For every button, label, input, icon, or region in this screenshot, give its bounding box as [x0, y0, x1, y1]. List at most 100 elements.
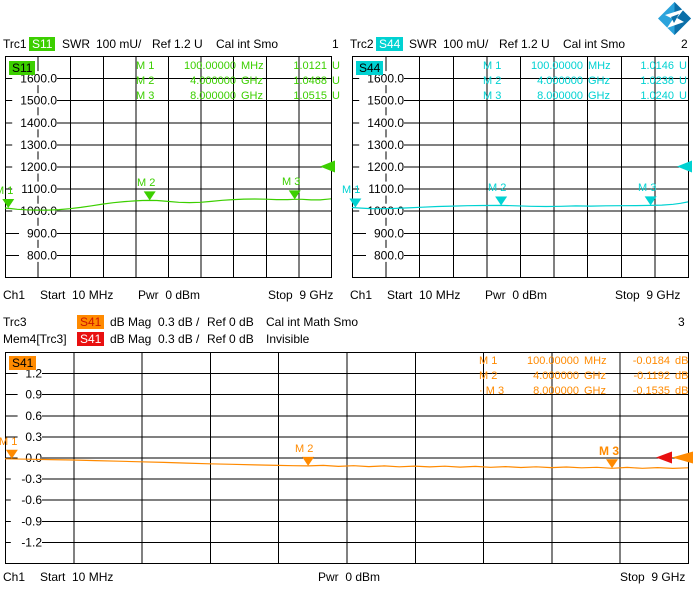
- marker-triangle[interactable]: [302, 456, 315, 466]
- marker-frequency: 4.000000: [537, 75, 583, 87]
- start-frequency[interactable]: Start 10 MHz: [40, 288, 114, 302]
- y-axis-tick-label: 1400.0: [367, 116, 404, 130]
- grid1-trace-badge: S11: [9, 61, 36, 75]
- power-level[interactable]: Pwr 0 dBm: [485, 288, 548, 302]
- trace3-ref-level[interactable]: Ref 0 dB: [207, 315, 254, 329]
- start-frequency[interactable]: Start 10 MHz: [40, 570, 114, 584]
- trace1-marker-readout: M 1 100.00000 MHz 1.0121 U M 2 4.000000 GHz 1.0…: [136, 59, 352, 104]
- marker-frequency: 100.00000: [184, 60, 236, 72]
- ref-level-arrow-trc2[interactable]: [677, 160, 692, 173]
- channel-label[interactable]: Ch1: [350, 288, 373, 302]
- marker-name: M 1: [483, 60, 502, 72]
- marker-label: M 2: [295, 443, 314, 455]
- trace2-ref-level[interactable]: Ref 1.2 U: [499, 37, 550, 51]
- start-frequency[interactable]: Start 10 MHz: [387, 288, 461, 302]
- mem4-scale[interactable]: 0.3 dB /: [158, 332, 200, 346]
- marker-value-unit: dB: [675, 355, 689, 367]
- trace1-meas-badge[interactable]: S11: [29, 37, 56, 52]
- marker-value: -0.1535: [632, 385, 670, 397]
- stop-frequency[interactable]: Stop 9 GHz: [615, 288, 681, 302]
- y-axis-tick-label: -0.6: [21, 493, 42, 507]
- marker-value: 1.0238: [640, 75, 674, 87]
- ref-level-arrow-trc3[interactable]: [672, 451, 693, 464]
- trace3-label[interactable]: Trc3: [3, 315, 27, 329]
- marker-freq-unit: GHz: [584, 370, 606, 382]
- marker-label: M 2: [137, 177, 156, 189]
- channel-label[interactable]: Ch1: [3, 288, 26, 302]
- y-axis-tick-label: 0.6: [25, 409, 42, 423]
- marker-label: M 3: [638, 182, 657, 194]
- marker-value: 1.0515: [293, 90, 327, 102]
- y-axis-tick-label: 1400.0: [20, 116, 57, 130]
- marker-label: M 1: [0, 436, 18, 448]
- trace2-label[interactable]: Trc2: [350, 37, 374, 51]
- marker-label: M 1: [0, 185, 14, 197]
- mem4-ref-level[interactable]: Ref 0 dB: [207, 332, 254, 346]
- trace3-meas-badge[interactable]: S41: [77, 315, 105, 330]
- power-level[interactable]: Pwr 0 dBm: [138, 288, 201, 302]
- y-axis-tick-label: 0.9: [25, 388, 42, 402]
- marker-freq-unit: MHz: [588, 60, 611, 72]
- window2-number: 2: [681, 37, 688, 51]
- mem4-meas-badge[interactable]: S41: [77, 332, 105, 347]
- marker-triangle[interactable]: [143, 191, 156, 201]
- power-level[interactable]: Pwr 0 dBm: [318, 570, 381, 584]
- marker-frequency: 8.000000: [190, 90, 236, 102]
- trace1-label[interactable]: Trc1: [3, 37, 27, 51]
- y-axis-tick-label: 1200.0: [20, 160, 57, 174]
- ref-level-arrow-mem4[interactable]: [656, 451, 672, 464]
- marker-triangle[interactable]: [644, 196, 657, 206]
- marker-triangle[interactable]: [288, 190, 301, 200]
- trace2-scale[interactable]: 100 mU/: [443, 37, 489, 51]
- marker-label: M 1: [342, 184, 361, 196]
- marker-row: M 1 100.00000 MHz 1.0146 U: [483, 59, 693, 74]
- marker-name: M 1: [479, 355, 498, 367]
- trace3-format[interactable]: dB Mag: [110, 315, 152, 329]
- marker-frequency: 8.000000: [533, 385, 579, 397]
- y-axis-tick-label: 0.0: [25, 451, 42, 465]
- trace1-ref-level[interactable]: Ref 1.2 U: [152, 37, 203, 51]
- marker-row: M 2 4.000000 GHz 1.0238 U: [483, 74, 693, 89]
- marker-value-unit: U: [332, 90, 340, 102]
- window1-number: 1: [332, 37, 339, 51]
- y-axis-tick-label: 1.2: [25, 367, 42, 381]
- marker-freq-unit: GHz: [588, 75, 610, 87]
- marker-triangle[interactable]: [495, 196, 508, 206]
- stop-frequency[interactable]: Stop 9 GHz: [268, 288, 334, 302]
- marker-value-unit: dB: [675, 370, 689, 382]
- marker-triangle[interactable]: [5, 449, 18, 459]
- marker-name: M 3: [136, 90, 155, 102]
- marker-triangle[interactable]: [606, 459, 619, 469]
- trace2-format[interactable]: SWR: [409, 37, 437, 51]
- y-axis-tick-label: 1300.0: [367, 138, 404, 152]
- trace2-meas-badge[interactable]: S44: [376, 37, 404, 52]
- y-axis-tick-label: 800.0: [27, 248, 57, 262]
- mem4-format[interactable]: dB Mag: [110, 332, 152, 346]
- trace1-scale[interactable]: 100 mU/: [96, 37, 142, 51]
- trace1-format[interactable]: SWR: [62, 37, 90, 51]
- trace3-cal-status: Cal int Math Smo: [266, 315, 359, 329]
- trace-line-trc1: [4, 198, 332, 211]
- marker-triangle[interactable]: [2, 199, 15, 209]
- marker-name: M 3: [485, 385, 505, 397]
- trace2-meas-label: S44: [376, 37, 404, 51]
- marker-frequency: 100.00000: [531, 60, 583, 72]
- marker-value-unit: U: [679, 60, 687, 72]
- y-axis-tick-label: -1.2: [21, 535, 42, 549]
- ref-level-arrow-trc1[interactable]: [320, 160, 335, 173]
- active-marker-dot: ·: [479, 385, 486, 397]
- trace-line-trc3: [4, 458, 689, 470]
- stop-frequency[interactable]: Stop 9 GHz: [620, 570, 686, 584]
- trace3-scale[interactable]: 0.3 dB /: [158, 315, 200, 329]
- marker-value-unit: U: [332, 75, 340, 87]
- marker-triangle[interactable]: [349, 198, 362, 208]
- y-axis-tick-label: 800.0: [374, 248, 404, 262]
- y-axis-tick-label: 1600.0: [367, 72, 404, 86]
- channel-label[interactable]: Ch1: [3, 570, 26, 584]
- mem4-label[interactable]: Mem4[Trc3]: [3, 332, 67, 346]
- marker-freq-unit: GHz: [241, 75, 263, 87]
- y-axis-tick-label: 1000.0: [20, 204, 57, 218]
- y-axis-tick-label: 1200.0: [367, 160, 404, 174]
- marker-value: -0.0184: [632, 355, 670, 367]
